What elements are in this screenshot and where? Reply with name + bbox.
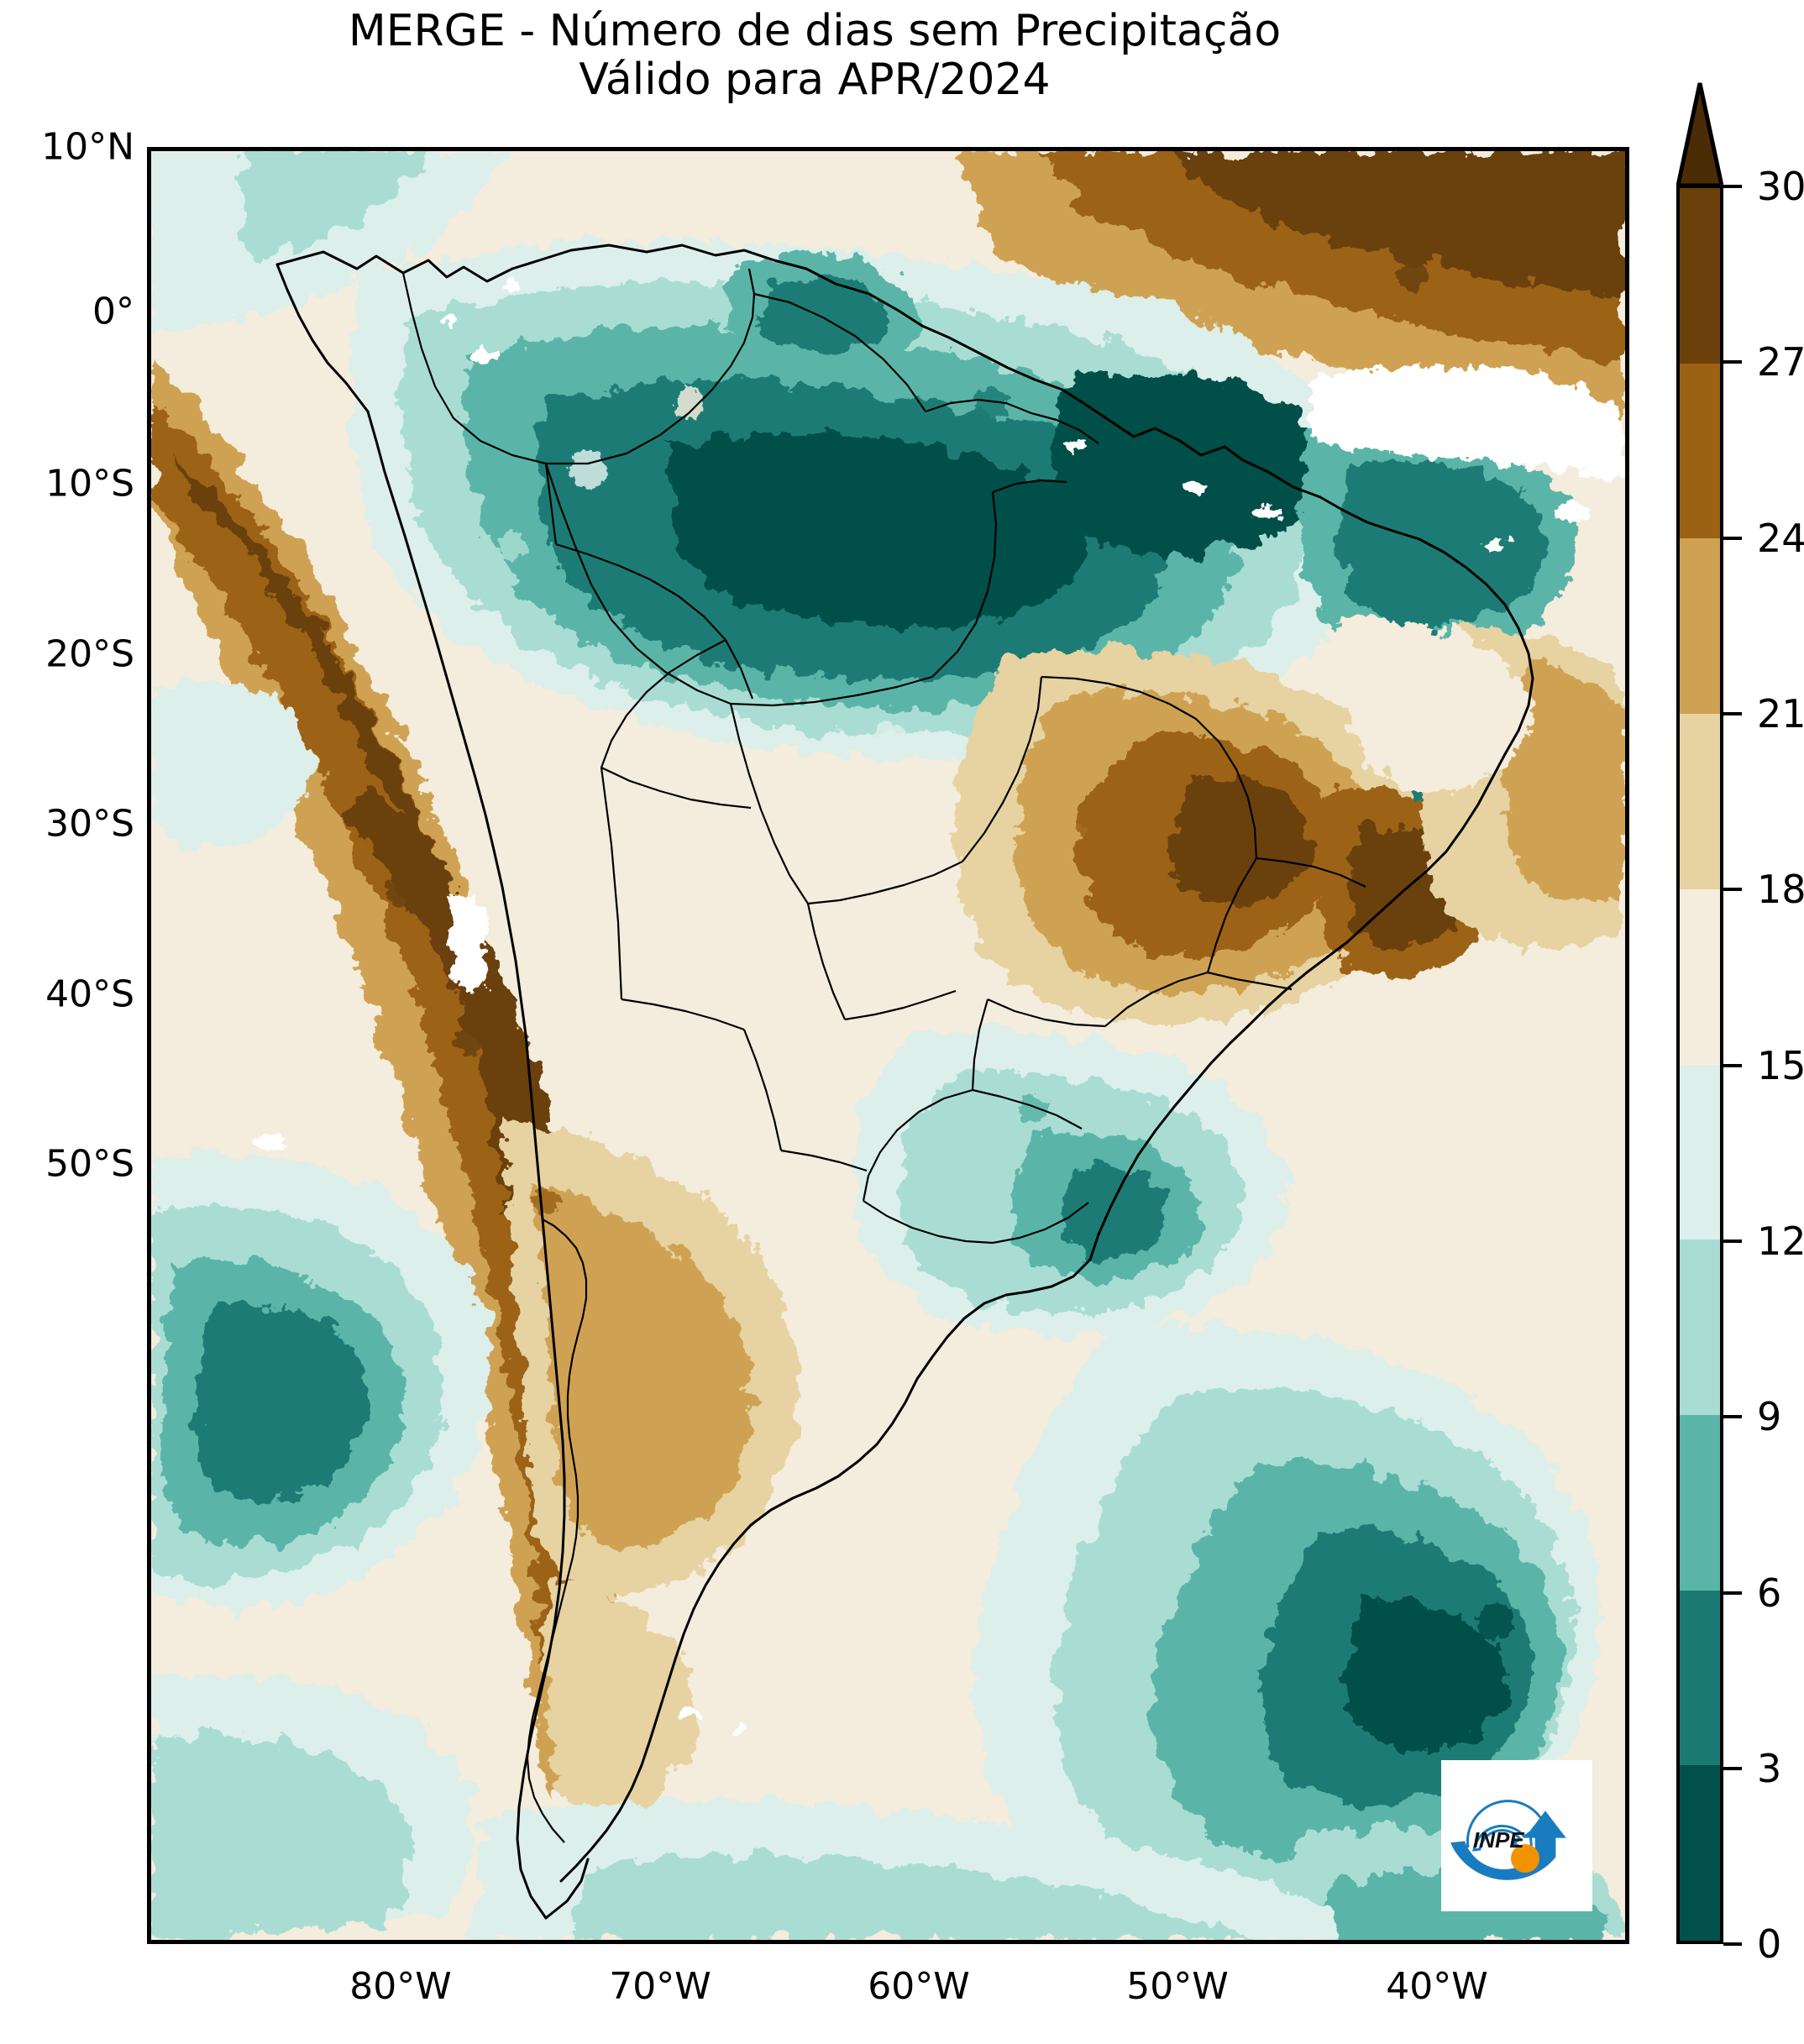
colorbar-segment-6-9: [1680, 1414, 1720, 1591]
y-tick-30S: 30°S: [45, 802, 134, 846]
precipitation-days-raster: [151, 151, 1625, 1940]
y-tick-20S: 20°S: [45, 632, 134, 676]
colorbar-segment-24-27: [1680, 363, 1720, 539]
y-tick-10N: 10°N: [41, 125, 134, 169]
cb-tick-3: 3: [1757, 1746, 1782, 1791]
colorbar-segment-12-15: [1680, 1064, 1720, 1240]
colorbar-segment-15-18: [1680, 888, 1720, 1065]
y-tick-10S: 10°S: [45, 462, 134, 506]
inpe-logo-text: INPE: [1473, 1827, 1524, 1853]
colorbar-segment-9-12: [1680, 1240, 1720, 1415]
colorbar-segment-3-6: [1680, 1590, 1720, 1766]
inpe-logo: INPE: [1441, 1760, 1592, 1911]
cb-tick-6: 6: [1757, 1570, 1782, 1616]
map-plot-area[interactable]: [147, 147, 1629, 1944]
cb-tick-0: 0: [1757, 1921, 1782, 1967]
cb-tick-9: 9: [1757, 1394, 1782, 1439]
colorbar-segment-27-30: [1680, 188, 1720, 364]
cb-tick-15: 15: [1757, 1043, 1804, 1088]
y-tick-40S: 40°S: [45, 972, 134, 1016]
title-line-2: Válido para APR/2024: [579, 55, 1051, 106]
colorbar-segment-0-3: [1680, 1765, 1720, 1942]
page-title: MERGE - Número de dias sem Precipitação …: [0, 6, 1629, 106]
cb-tick-27: 27: [1757, 339, 1804, 385]
colorbar-extend-arrow: [1675, 80, 1725, 188]
x-tick-80W: 80°W: [349, 1965, 452, 2008]
cb-tick-24: 24: [1757, 516, 1804, 561]
colorbar-segment-18-21: [1680, 714, 1720, 889]
colorbar-gradient: [1676, 185, 1723, 1944]
x-tick-50W: 50°W: [1126, 1965, 1229, 2008]
y-tick-0: 0°: [92, 290, 134, 333]
title-line-1: MERGE - Número de dias sem Precipitação: [348, 6, 1282, 56]
x-tick-70W: 70°W: [609, 1965, 711, 2008]
colorbar-segment-21-24: [1680, 538, 1720, 715]
colorbar[interactable]: 30 27 24 21 18 15 12 9 6 3 0: [1675, 80, 1804, 1967]
cb-tick-12: 12: [1757, 1219, 1804, 1264]
y-tick-50S: 50°S: [45, 1142, 134, 1186]
cb-tick-18: 18: [1757, 867, 1804, 912]
cb-tick-30: 30: [1757, 164, 1804, 209]
x-tick-60W: 60°W: [868, 1965, 970, 2008]
colorbar-tick-labels: 30 27 24 21 18 15 12 9 6 3 0: [1723, 80, 1804, 1967]
cb-tick-21: 21: [1757, 691, 1804, 736]
x-tick-40W: 40°W: [1386, 1965, 1488, 2008]
